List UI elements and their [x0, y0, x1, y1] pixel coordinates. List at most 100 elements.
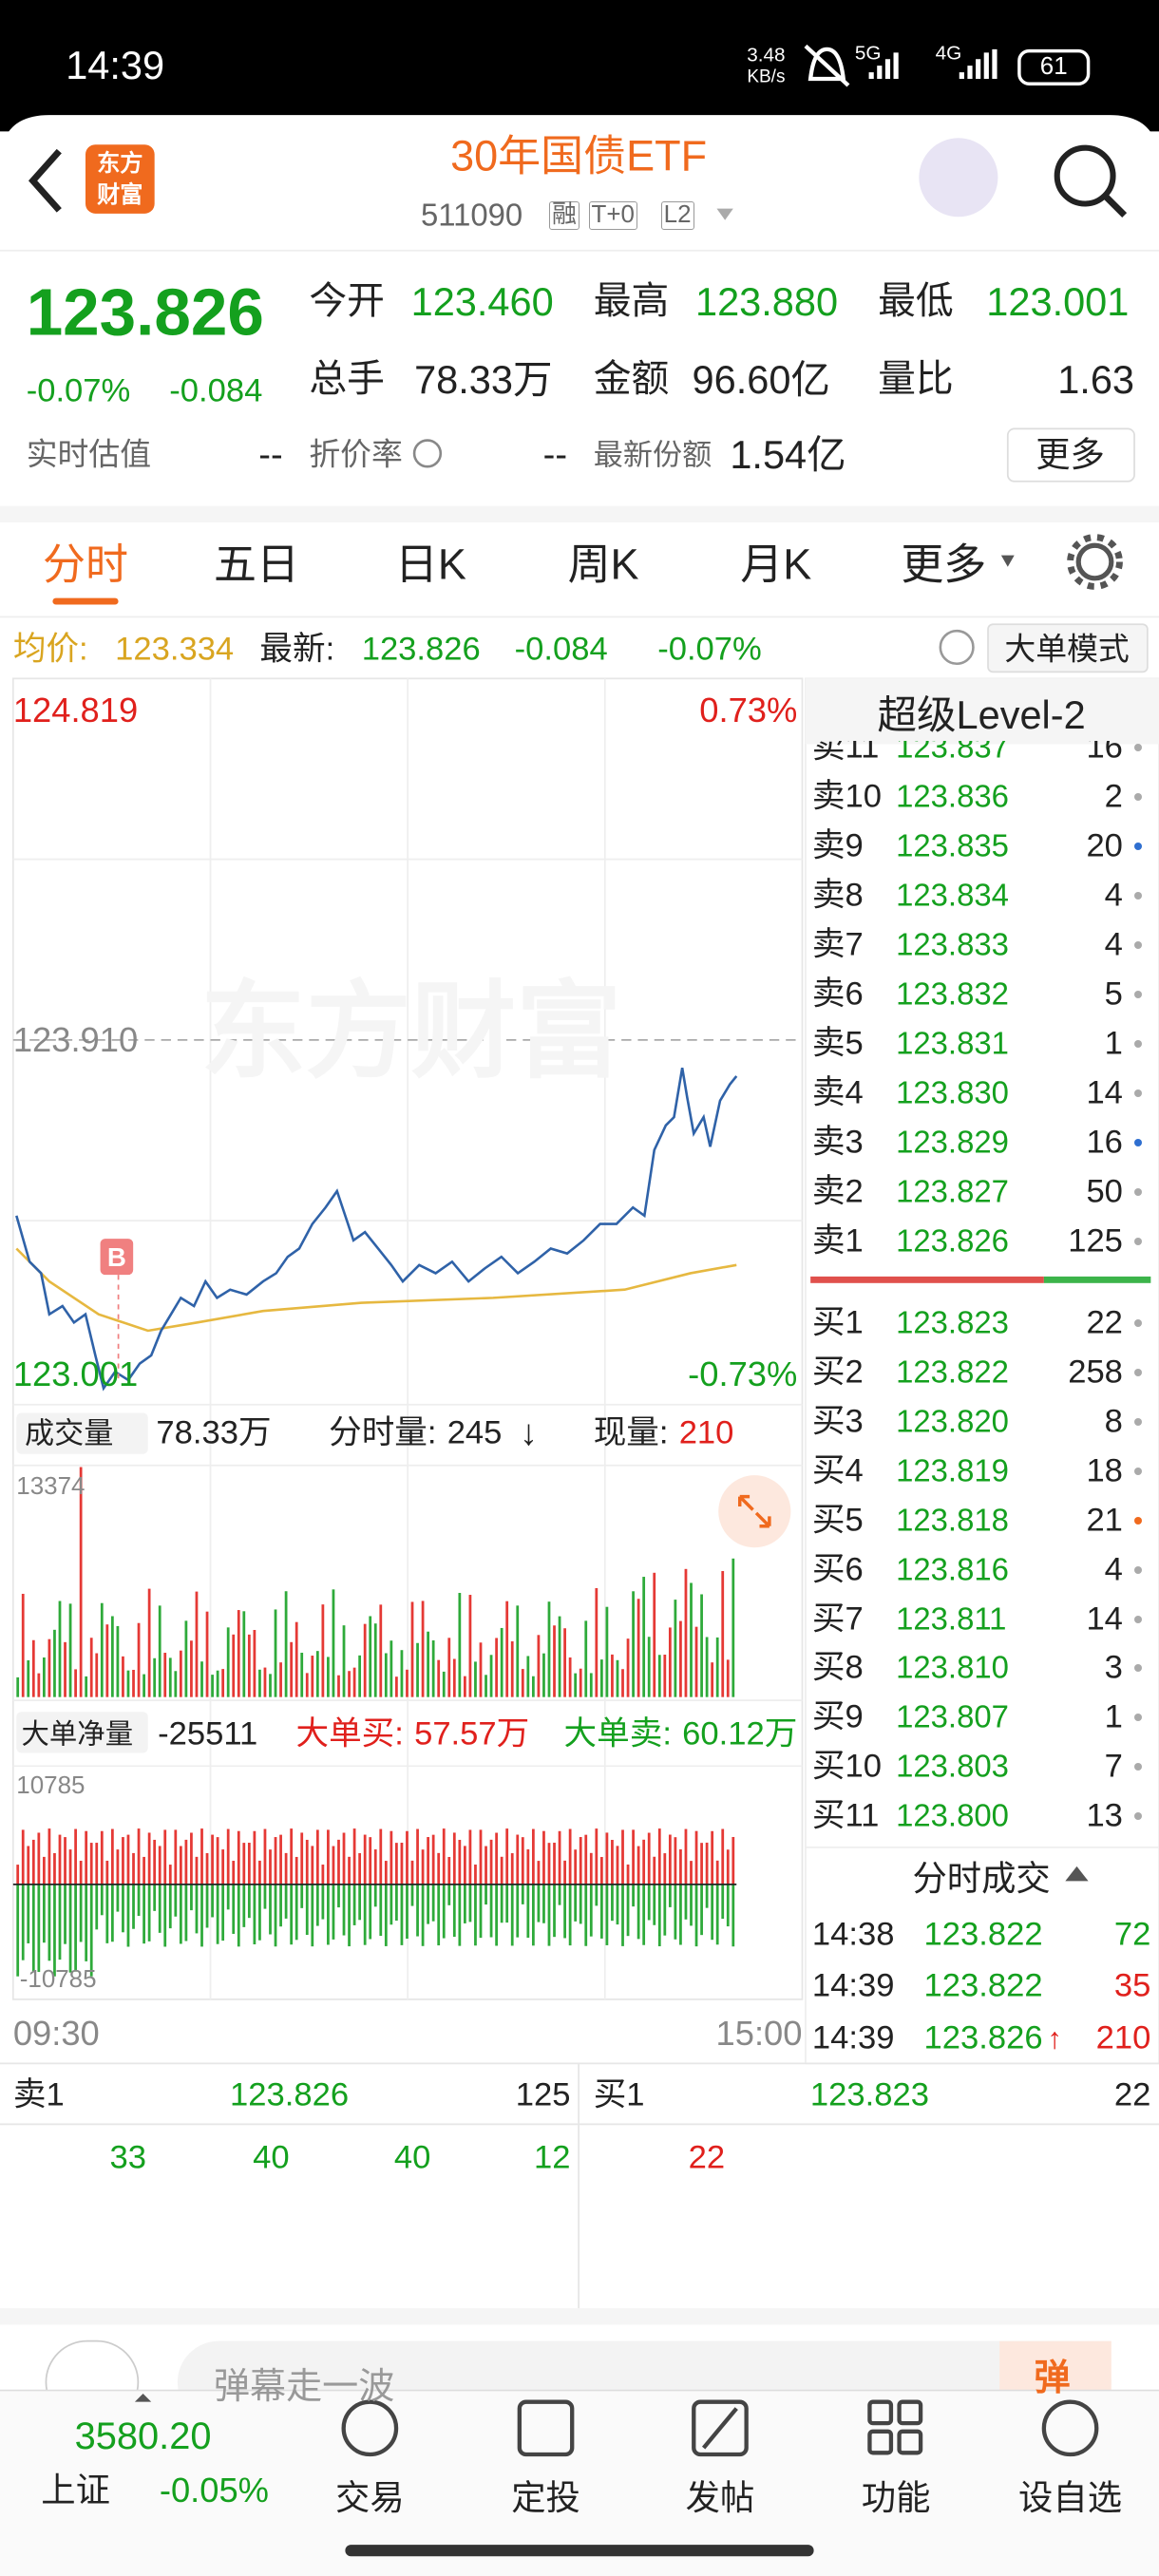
net-min: -10785: [19, 1966, 97, 1994]
chart-tab[interactable]: 五日: [213, 540, 299, 589]
nav-item[interactable]: 设自选: [1018, 2478, 1123, 2518]
order-dot: [1133, 1417, 1142, 1426]
order-dot: [1133, 892, 1142, 900]
order-volume: 1: [1104, 1025, 1123, 1062]
order-dot: [1133, 1319, 1142, 1328]
order-price: 123.832: [896, 975, 1009, 1012]
order-label: 买3: [811, 1403, 864, 1440]
order-label: 卖5: [811, 1025, 864, 1062]
index-name: 上证: [41, 2470, 110, 2510]
more-button[interactable]: 更多: [1036, 435, 1105, 475]
nav-item[interactable]: 交易: [335, 2478, 405, 2518]
help-icon[interactable]: [939, 629, 975, 666]
pattern-bar: [100, 1602, 104, 1697]
search-icon[interactable]: [1054, 144, 1116, 207]
pattern-bar: [711, 1884, 714, 1941]
pattern-bar: [516, 1834, 520, 1885]
chart-tab[interactable]: 周K: [567, 540, 639, 589]
pattern-bar: [547, 1843, 551, 1885]
grid-lines: [12, 678, 803, 1999]
now-volume-label: 现量:: [593, 1414, 669, 1451]
stat-label: 最低: [878, 280, 954, 323]
pattern-bar: [95, 1653, 99, 1697]
pattern-bar: [153, 1884, 157, 1911]
order-volume: 21: [1086, 1502, 1123, 1539]
volume-select-bg[interactable]: [16, 1412, 148, 1454]
pattern-bar: [484, 1675, 487, 1697]
comment-button[interactable]: 弹: [1034, 2358, 1071, 2398]
back-icon[interactable]: [28, 148, 62, 213]
large-select[interactable]: 大单净量: [21, 1717, 134, 1750]
index-value[interactable]: 3580.20: [74, 2415, 212, 2458]
order-label: 卖4: [811, 1074, 864, 1111]
pattern-bar: [574, 1849, 578, 1885]
chart-tab[interactable]: 更多: [901, 540, 987, 589]
pattern-bar: [427, 1884, 430, 1924]
pattern-bar: [352, 1667, 356, 1697]
ask-price: 123.826: [230, 2077, 350, 2114]
pattern-bar: [427, 1837, 430, 1885]
comment-placeholder[interactable]: 弹幕走一波: [213, 2366, 395, 2407]
pattern-bar: [158, 1884, 162, 1933]
pattern-bar: [516, 1605, 520, 1697]
assistant-avatar[interactable]: [919, 138, 998, 218]
pattern-bar: [558, 1616, 561, 1697]
more-button-border: [1006, 427, 1135, 483]
pattern-bar: [636, 1599, 640, 1697]
mode-button-bg: [987, 623, 1149, 673]
pattern-bar: [495, 1884, 498, 1946]
order-dot: [1133, 1664, 1142, 1673]
pattern-bar: [321, 1604, 325, 1697]
pattern-bar: [279, 1662, 282, 1697]
mode-button[interactable]: 大单模式: [1004, 631, 1130, 667]
clock: 14:39: [66, 43, 165, 88]
pattern-bar: [89, 1638, 93, 1697]
chart-tab[interactable]: 分时: [43, 540, 128, 589]
volume-select[interactable]: 成交量: [24, 1416, 114, 1450]
nav-item[interactable]: 发帖: [685, 2478, 755, 2518]
expand-button[interactable]: [718, 1475, 791, 1548]
pattern-bar: [616, 1659, 619, 1697]
order-volume: 50: [1086, 1173, 1123, 1210]
pattern-bar: [442, 1884, 446, 1939]
pattern-bar: [684, 1828, 688, 1885]
settings-icon[interactable]: [1075, 542, 1114, 581]
nav-item[interactable]: 定投: [511, 2478, 580, 2518]
nav-item[interactable]: 功能: [861, 2478, 931, 2518]
trades-toggle[interactable]: [1065, 1866, 1089, 1882]
last-label: 最新:: [259, 631, 335, 668]
order-dot: [1133, 1089, 1142, 1097]
order-price: 123.835: [896, 827, 1009, 863]
pattern-bar: [595, 1884, 598, 1906]
table-lines: [0, 2062, 1159, 2309]
pattern-bar: [484, 1884, 487, 1905]
order-price: 123.807: [896, 1698, 1009, 1734]
chart-tab[interactable]: 月K: [740, 540, 812, 589]
search-handle: [1102, 193, 1128, 218]
pattern-bar: [116, 1625, 120, 1697]
large-select-bg[interactable]: [16, 1712, 148, 1753]
order-dot: [1133, 1039, 1142, 1048]
large-sell-label: 大单卖:: [563, 1715, 672, 1752]
pattern-bar: [558, 1884, 561, 1905]
order-dot: [1133, 744, 1142, 752]
pattern-bar: [211, 1675, 214, 1697]
pattern-bar: [553, 1625, 556, 1697]
tab-more-arrow: [1000, 555, 1015, 567]
pattern-bar: [510, 1884, 514, 1946]
order-label: 卖1: [811, 1222, 864, 1260]
pattern-bar: [200, 1661, 203, 1697]
ask-queue: 12: [533, 2139, 571, 2176]
level2-header-bg: [805, 678, 1159, 745]
pattern-bar: [363, 1834, 367, 1885]
pattern-bar: [369, 1837, 372, 1885]
pattern-bar: [421, 1849, 425, 1885]
pattern-bar: [663, 1884, 667, 1936]
pattern-bar: [621, 1669, 624, 1697]
pattern-bar: [89, 1884, 93, 1977]
pattern-bar: [37, 1884, 41, 1973]
logo-text: 东方: [97, 150, 143, 177]
pattern-bar: [48, 1638, 51, 1697]
chart-tab[interactable]: 日K: [394, 540, 466, 589]
